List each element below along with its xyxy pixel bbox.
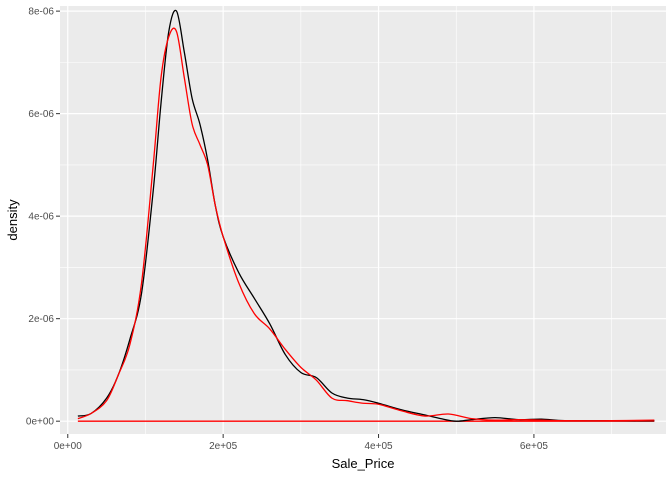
x-tick-label: 0e+00	[54, 441, 83, 452]
y-tick-label: 0e+00	[26, 417, 55, 428]
x-axis: 0e+00 2e+05 4e+05 6e+05	[54, 434, 549, 452]
y-tick-label: 2e-06	[28, 314, 54, 325]
x-tick-label: 2e+05	[209, 441, 238, 452]
major-gridlines	[60, 6, 666, 434]
y-tick-label: 4e-06	[28, 212, 54, 223]
density-line-2	[77, 27, 655, 422]
minor-gridlines	[60, 6, 666, 434]
series-layer	[77, 9, 655, 422]
y-axis: 0e+00 2e-06 4e-06 6e-06 8e-06	[26, 7, 60, 428]
x-axis-title: Sale_Price	[332, 456, 395, 471]
x-tick-label: 6e+05	[520, 441, 549, 452]
y-tick-label: 8e-06	[28, 7, 54, 18]
density-line-1	[77, 9, 655, 422]
y-tick-label: 6e-06	[28, 109, 54, 120]
x-tick-label: 4e+05	[364, 441, 393, 452]
y-axis-title: density	[5, 199, 20, 241]
